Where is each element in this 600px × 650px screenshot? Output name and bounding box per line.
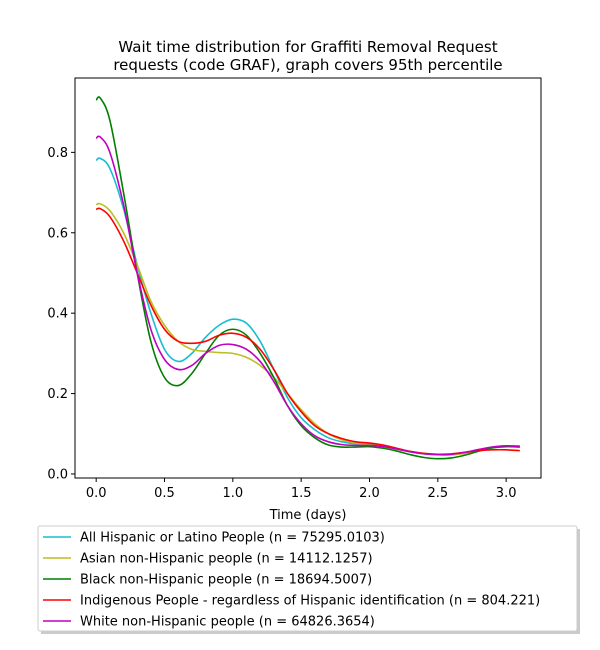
legend-label-3: Black non-Hispanic people (n = 18694.500… — [80, 573, 372, 588]
y-tick-label: 0.8 — [47, 146, 68, 161]
x-axis-label: Time (days) — [269, 508, 347, 523]
legend-label-4: Indigenous People - regardless of Hispan… — [80, 594, 540, 609]
legend-label-2: Asian non-Hispanic people (n = 14112.125… — [80, 552, 373, 567]
series-layer — [95, 96, 520, 460]
legend-box — [37, 525, 578, 632]
x-tick-label: 3.0 — [496, 486, 517, 501]
x-tick-label: 2.0 — [359, 486, 380, 501]
x-tick-label: 1.5 — [291, 486, 312, 501]
legend: All Hispanic or Latino People (n = 75295… — [43, 531, 540, 630]
legend-label-5: White non-Hispanic people (n = 64826.365… — [80, 615, 375, 630]
legend-label-1: All Hispanic or Latino People (n = 75295… — [80, 531, 385, 546]
y-tick-label: 0.2 — [47, 387, 68, 402]
chart-title-line-1: Wait time distribution for Graffiti Remo… — [118, 38, 497, 56]
y-tick-label: 0.4 — [47, 307, 68, 322]
x-axis: 0.0 0.5 1.0 1.5 2.0 2.5 3.0 — [86, 478, 517, 501]
x-tick-label: 0.5 — [154, 486, 175, 501]
chart-title-line-2: requests (code GRAF), graph covers 95th … — [113, 56, 502, 74]
plot-area-frame — [74, 77, 542, 479]
y-axis: 0.0 0.2 0.4 0.6 0.8 — [47, 146, 75, 482]
x-tick-label: 1.0 — [222, 486, 243, 501]
y-tick-label: 0.6 — [47, 226, 68, 241]
x-tick-label: 0.0 — [86, 486, 107, 501]
y-tick-label: 0.0 — [47, 467, 68, 482]
series-line-5 — [95, 135, 520, 456]
x-tick-label: 2.5 — [427, 486, 448, 501]
series-line-3 — [95, 96, 520, 460]
